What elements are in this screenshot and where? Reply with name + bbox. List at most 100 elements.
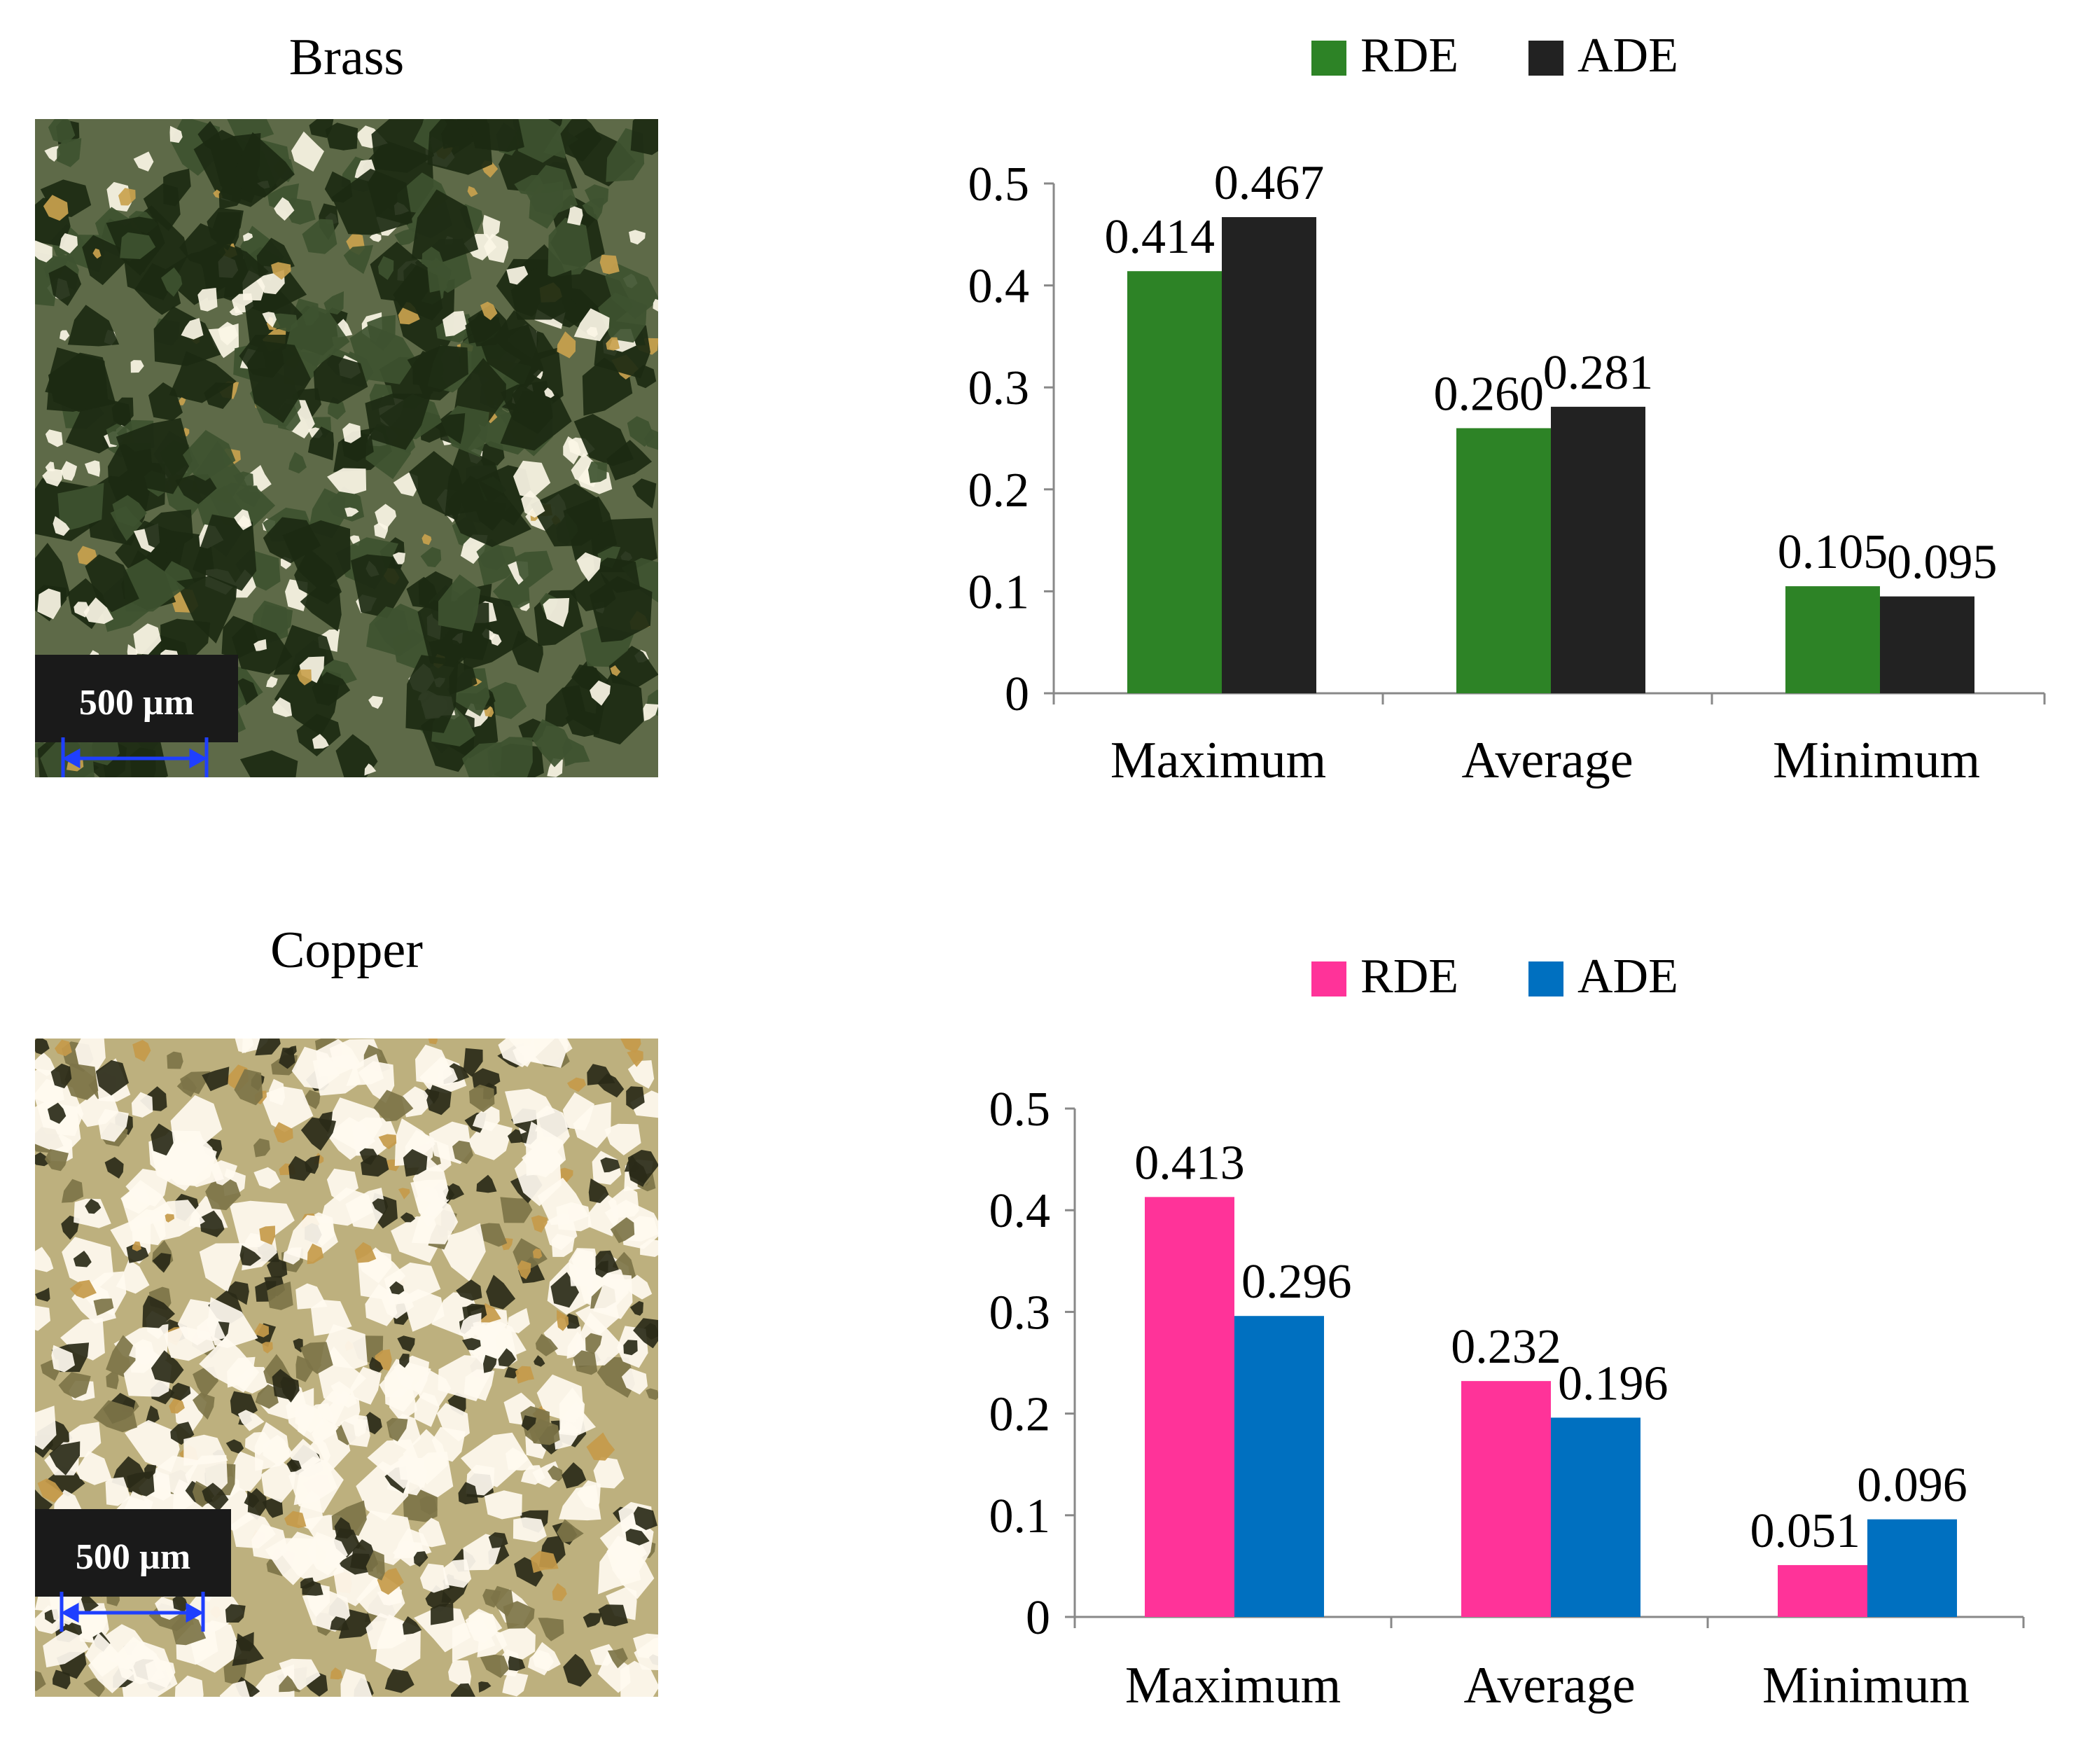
copper-micro-grain — [244, 1490, 260, 1508]
copper-micro-grain — [359, 1148, 377, 1165]
brass-micro-grain — [512, 384, 543, 416]
brass-micro-grain — [543, 598, 570, 627]
copper-micro-grain — [400, 1212, 416, 1223]
copper-micro-grain — [251, 1524, 288, 1561]
copper-micro-grain — [384, 1669, 414, 1693]
copper-micro-grain — [386, 1417, 408, 1442]
brass-micro-grain — [515, 550, 553, 588]
brass-y-tick-label: 0.4 — [968, 260, 1030, 314]
copper-micro-grain — [35, 1102, 81, 1156]
copper-micro-grain — [295, 1403, 325, 1433]
copper-micro-grain — [334, 1517, 353, 1539]
brass-micro-grain — [557, 331, 576, 359]
copper-micro-grain — [486, 1275, 516, 1310]
brass-micro-grain — [116, 417, 193, 494]
brass-micro-grain — [181, 318, 204, 340]
copper-micro-grain — [350, 1366, 382, 1405]
copper-micro-grain — [106, 1371, 119, 1389]
copper-micro-grain — [548, 1465, 563, 1482]
brass-bar-ade-maximum — [1222, 217, 1316, 694]
copper-micro-grain — [569, 1248, 600, 1286]
brass-micro-grain — [422, 534, 432, 546]
copper-micro-grain — [563, 1653, 592, 1687]
copper-micro-grain — [529, 1419, 560, 1445]
copper-category-label-minimum: Minimum — [1762, 1657, 1970, 1714]
brass-micro-grain — [343, 245, 373, 275]
copper-micro-grain — [630, 1090, 658, 1118]
brass-micro-grain — [327, 468, 367, 494]
copper-micro-grain — [472, 1104, 500, 1132]
brass-micro-grain — [537, 270, 573, 324]
copper-micro-grain — [465, 1611, 498, 1644]
brass-micro-grain — [130, 747, 156, 777]
copper-bar-rde-average — [1461, 1381, 1551, 1617]
brass-y-tick-label: 0.3 — [968, 361, 1030, 415]
copper-micro-grain — [498, 1348, 516, 1367]
copper-micro-grain — [126, 1244, 149, 1263]
brass-y-tick-label: 0.5 — [968, 158, 1030, 211]
brass-micro-grain — [118, 188, 136, 206]
copper-micro-grain — [76, 1451, 112, 1485]
copper-micro-grain — [592, 1273, 633, 1319]
copper-micro-grain — [585, 1333, 602, 1354]
brass-data-label-ade-minimum: 0.095 — [1887, 536, 1998, 590]
brass-micro-grain — [530, 483, 605, 547]
brass-micro-grain — [405, 655, 459, 733]
copper-micro-grain — [234, 1069, 263, 1106]
brass-micro-grain — [46, 347, 109, 412]
copper-micro-grain — [419, 1496, 438, 1515]
copper-micro-grain — [413, 1551, 429, 1567]
copper-micro-grain — [411, 1196, 459, 1244]
copper-micro-grain — [116, 1259, 150, 1294]
brass-micro-grain — [313, 354, 368, 404]
copper-micro-texture — [35, 1039, 658, 1697]
copper-micro-grain — [37, 1478, 64, 1503]
copper-micro-grain — [172, 1594, 188, 1612]
copper-micro-grain — [456, 1279, 482, 1301]
copper-micro-grain — [300, 1577, 315, 1589]
brass-micro-grain — [297, 669, 312, 686]
copper-micro-grain — [567, 1077, 586, 1092]
copper-micro-grain — [523, 1039, 569, 1068]
copper-micro-grain — [286, 1215, 338, 1263]
copper-y-tick-label: 0.3 — [989, 1286, 1051, 1340]
copper-micro-grain — [193, 1392, 215, 1420]
brass-micro-grain — [476, 539, 506, 571]
copper-micro-grain — [583, 1613, 602, 1628]
copper-micro-grain — [44, 1148, 69, 1172]
brass-micro-grain — [653, 298, 658, 312]
brass-micro-grain — [441, 119, 475, 149]
brass-micro-grain — [286, 305, 350, 368]
brass-micro-grain — [398, 300, 420, 325]
copper-micro-grain — [438, 1355, 496, 1401]
brass-micro-grain — [207, 207, 244, 251]
copper-micro-grain — [35, 1405, 57, 1450]
brass-micro-grain — [368, 695, 384, 709]
brass-micro-grain — [144, 509, 193, 555]
copper-data-label-ade-average: 0.196 — [1558, 1356, 1669, 1410]
brass-micro-grain — [57, 138, 82, 167]
brass-micro-grain — [435, 413, 466, 444]
brass-micro-grain — [544, 387, 555, 398]
brass-category-label-minimum: Minimum — [1773, 732, 1980, 789]
copper-micro-grain — [174, 1675, 204, 1697]
brass-micro-grain — [274, 197, 295, 221]
brass-micro-grain — [266, 676, 278, 688]
copper-bar-rde-minimum — [1778, 1564, 1867, 1617]
copper-micro-grain — [104, 1157, 124, 1179]
copper-micro-grain — [438, 1062, 458, 1087]
copper-micro-grain — [573, 1350, 598, 1375]
brass-micro-grain — [562, 737, 590, 767]
copper-micro-grain — [170, 1095, 223, 1151]
copper-micro-grain — [35, 1305, 50, 1331]
brass-micro-grain — [112, 495, 147, 527]
copper-y-tick-label: 0.5 — [989, 1083, 1051, 1137]
copper-micro-grain — [202, 1067, 230, 1092]
brass-micro-grain — [271, 262, 291, 280]
copper-micro-grain — [337, 1553, 374, 1575]
brass-micro-grain — [74, 602, 90, 618]
copper-micro-grain — [394, 1118, 436, 1166]
brass-micro-grain — [587, 461, 607, 483]
copper-micro-grain — [508, 1655, 526, 1672]
brass-micro-grain — [365, 394, 431, 450]
